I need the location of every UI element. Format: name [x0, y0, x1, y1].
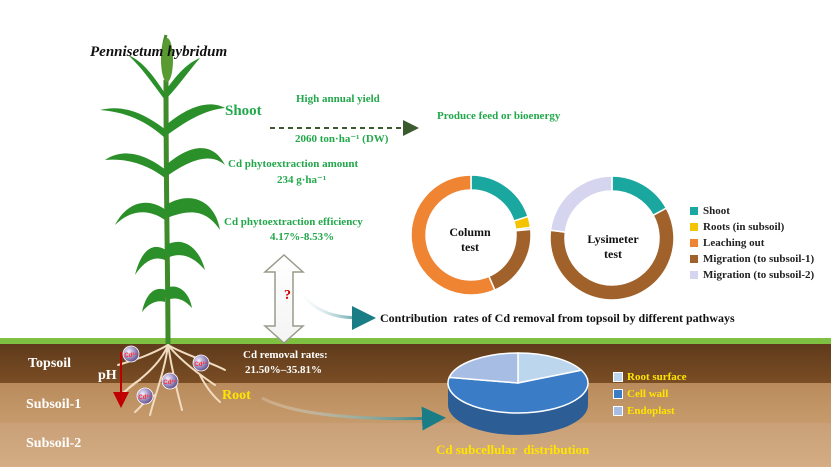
donut-slice-shoot	[470, 174, 530, 223]
legend-swatch	[613, 389, 623, 399]
subsoil2-label: Subsoil-2	[26, 436, 82, 451]
use-label: Produce feed or bioenergy	[437, 110, 561, 122]
legend-label: Migration (to subsoil-2)	[703, 269, 815, 281]
donut-slice-migration-to-subsoil-2-	[410, 174, 496, 296]
pie-legend-root-surface: Root surface	[613, 371, 687, 383]
legend-label: Migration (to subsoil-1)	[703, 253, 815, 265]
cd-ion-label: Cd²⁺	[124, 352, 137, 359]
amount-value: 234 g·ha⁻¹	[277, 174, 327, 186]
removal-rates-value: 21.50%–35.81%	[245, 364, 322, 376]
legend-item-leaching: Leaching out	[690, 237, 764, 249]
yield-title: High annual yield	[296, 93, 380, 105]
legend-swatch	[690, 271, 698, 279]
yield-value: 2060 ton·ha⁻¹ (DW)	[295, 133, 389, 145]
legend-swatch	[690, 223, 698, 231]
shoot-label: Shoot	[225, 103, 262, 119]
plant-icon	[100, 34, 225, 346]
contribution-title: Contribution rates of Cd removal from to…	[380, 311, 735, 325]
pie-legend-cell-wall: Cell wall	[613, 388, 668, 400]
column-test-label: Column test	[449, 225, 491, 254]
legend-label: Root surface	[627, 371, 687, 383]
subcellular-title: Cd subcellular distribution	[436, 442, 590, 457]
pie-slice-root-surface	[517, 352, 583, 384]
root-label: Root	[222, 388, 251, 403]
topsoil-layer	[0, 343, 831, 383]
legend-swatch	[690, 255, 698, 263]
cd-ions: Cd²⁺ Cd²⁺ Cd²⁺ Cd²⁺	[122, 345, 210, 405]
legend-label: Roots (in subsoil)	[703, 221, 785, 233]
question-mark: ?	[284, 288, 291, 303]
cd-ion-label: Cd²⁺	[138, 394, 151, 401]
pie-slice-endoplast	[448, 352, 519, 384]
legend-item-roots: Roots (in subsoil)	[690, 221, 784, 233]
removal-rates-title: Cd removal rates:	[243, 349, 328, 361]
legend-item-migration2: Migration (to subsoil-2)	[690, 269, 814, 281]
legend-label: Endoplast	[627, 405, 675, 417]
subsoil1-label: Subsoil-1	[26, 397, 82, 412]
lysimeter-test-label: Lysimeter test	[587, 232, 639, 261]
legend-swatch	[690, 239, 698, 247]
legend-label: Shoot	[703, 205, 730, 217]
legend-swatch	[613, 372, 623, 382]
legend-item-shoot: Shoot	[690, 205, 730, 217]
cd-ion-icon	[161, 372, 179, 390]
legend-swatch	[613, 406, 623, 416]
legend-label: Cell wall	[627, 388, 669, 400]
ph-label: pH	[98, 368, 117, 383]
cd-ion-label: Cd²⁺	[163, 379, 176, 386]
efficiency-value: 4.17%-8.53%	[270, 231, 335, 243]
topsoil-label: Topsoil	[28, 356, 72, 371]
subcellular-pie-chart	[447, 352, 589, 435]
donut-slice-migration-to-subsoil-2-	[549, 175, 613, 233]
lysimeter-test-donut	[549, 175, 675, 301]
cd-ion-icon	[136, 387, 154, 405]
pie-side-wall	[448, 383, 588, 435]
pie-legend-endoplast: Endoplast	[613, 405, 675, 417]
cd-ion-icon	[122, 345, 140, 363]
donut-slice-shoot	[611, 175, 668, 217]
legend-swatch	[690, 207, 698, 215]
contribution-curve-arrow	[298, 291, 376, 330]
cd-ion-icon	[192, 354, 210, 372]
amount-title: Cd phytoextraction amount	[228, 158, 359, 170]
double-arrow-icon	[263, 253, 305, 345]
column-test-donut	[410, 174, 532, 296]
pie-slice-cell-wall	[447, 369, 589, 414]
root-curve-arrow	[261, 396, 446, 431]
subsoil2-layer	[0, 423, 831, 467]
legend-item-migration1: Migration (to subsoil-1)	[690, 253, 814, 265]
grass-line	[0, 338, 831, 344]
efficiency-title: Cd phytoextraction efficiency	[224, 216, 363, 228]
legend-label: Leaching out	[703, 237, 765, 249]
subsoil1-layer	[0, 383, 831, 423]
plant-name: Pennisetum hybridum	[90, 44, 228, 60]
cd-ion-label: Cd²⁺	[194, 361, 207, 368]
